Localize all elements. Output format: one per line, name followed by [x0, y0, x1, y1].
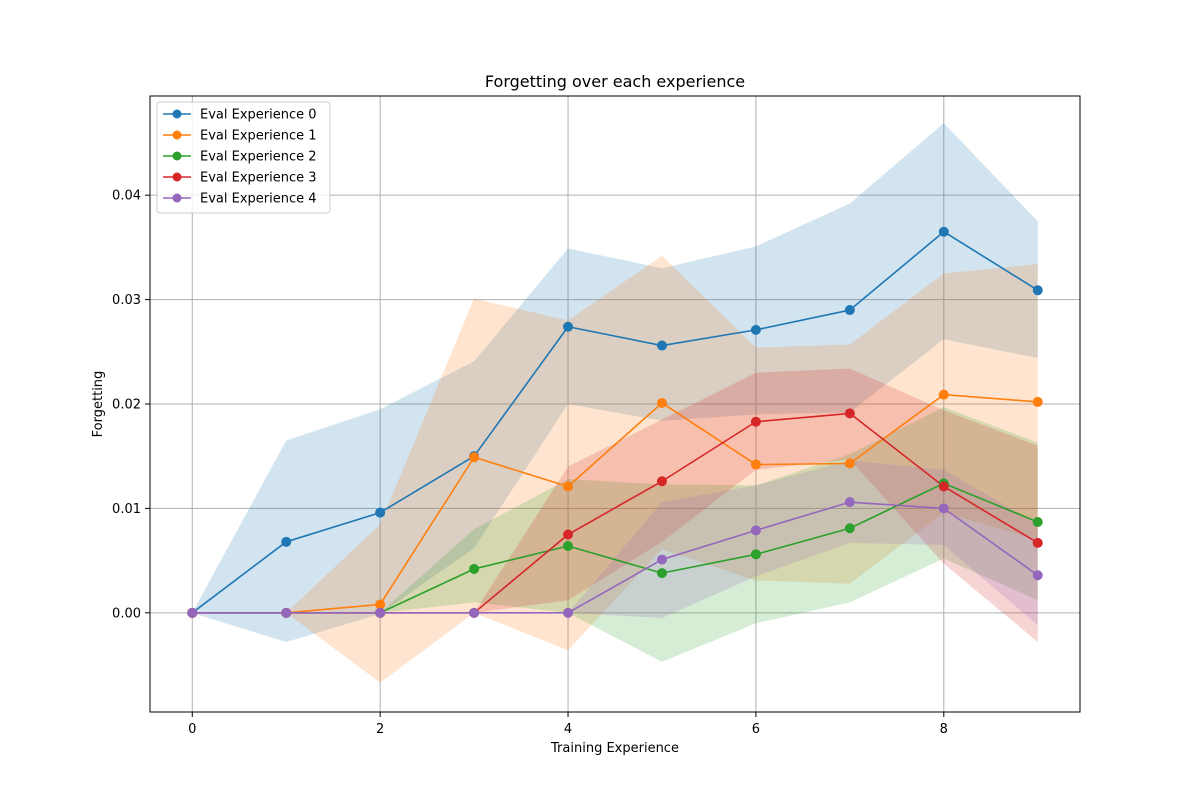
data-point [750, 459, 761, 470]
confidence-bands [192, 123, 1038, 683]
data-point [469, 563, 480, 574]
data-point [938, 389, 949, 400]
series-line [191, 230, 1039, 614]
axis-ticks: 0 2 4 6 8 0.00 0.01 0.02 0.03 0.04 [112, 189, 948, 737]
data-point [563, 481, 574, 492]
data-point [375, 607, 386, 618]
x-tick-label: 0 [188, 722, 196, 737]
data-point [844, 523, 855, 534]
chart-title: Forgetting over each experience [485, 72, 745, 91]
data-point [375, 507, 386, 518]
data-point [281, 536, 292, 547]
legend: Eval Experience 0 Eval Experience 1 Eval E… [156, 101, 331, 214]
data-point [750, 525, 761, 536]
data-point [656, 568, 667, 579]
legend-marker [172, 172, 182, 182]
data-point [844, 305, 855, 316]
data-point [656, 340, 667, 351]
legend-marker [172, 193, 182, 203]
data-point [844, 497, 855, 508]
data-point [563, 529, 574, 540]
data-point [656, 397, 667, 408]
y-tick-label: 0.02 [112, 398, 141, 413]
legend-box [156, 101, 331, 214]
grid [150, 96, 1080, 712]
data-point [563, 540, 574, 551]
confidence-band [192, 368, 1038, 643]
legend-label: Eval Experience 1 [200, 129, 317, 144]
confidence-band [192, 407, 1038, 662]
data-point [375, 599, 386, 610]
data-point [938, 481, 949, 492]
y-tick-label: 0.03 [112, 293, 141, 308]
data-point [750, 324, 761, 335]
x-tick-label: 4 [564, 722, 572, 737]
data-point [1032, 396, 1043, 407]
y-tick-label: 0.01 [112, 502, 141, 517]
x-tick-label: 6 [752, 722, 760, 737]
confidence-band [192, 460, 1038, 626]
confidence-band [192, 123, 1038, 643]
data-point [1032, 516, 1043, 527]
x-tick-label: 8 [940, 722, 948, 737]
legend-label: Eval Experience 0 [200, 108, 317, 123]
y-tick-label: 0.00 [112, 606, 141, 621]
legend-label: Eval Experience 3 [200, 171, 317, 186]
x-axis-label: Training Experience [550, 741, 679, 756]
data-point [1032, 285, 1043, 296]
data-point [563, 321, 574, 332]
data-point [656, 476, 667, 487]
data-point [750, 549, 761, 560]
series-markers [187, 226, 1043, 618]
data-point [469, 607, 480, 618]
confidence-band [192, 255, 1038, 683]
data-point [844, 458, 855, 469]
y-axis-label: Forgetting [91, 371, 106, 438]
data-point [563, 607, 574, 618]
data-point [750, 416, 761, 427]
data-point [281, 607, 292, 618]
legend-marker [172, 151, 182, 161]
series-line [192, 501, 1039, 614]
data-point [187, 607, 198, 618]
y-tick-label: 0.04 [112, 189, 141, 204]
series-line [192, 393, 1038, 614]
data-point [656, 554, 667, 565]
data-point [938, 503, 949, 514]
data-point [938, 226, 949, 237]
legend-label: Eval Experience 2 [200, 150, 317, 165]
series-lines [191, 230, 1039, 614]
legend-label: Eval Experience 4 [200, 192, 317, 207]
data-point [844, 408, 855, 419]
legend-marker [172, 130, 182, 140]
legend-marker [172, 109, 182, 119]
x-tick-label: 2 [376, 722, 384, 737]
data-point [1032, 537, 1043, 548]
data-point [469, 452, 480, 463]
data-point [1032, 570, 1043, 581]
